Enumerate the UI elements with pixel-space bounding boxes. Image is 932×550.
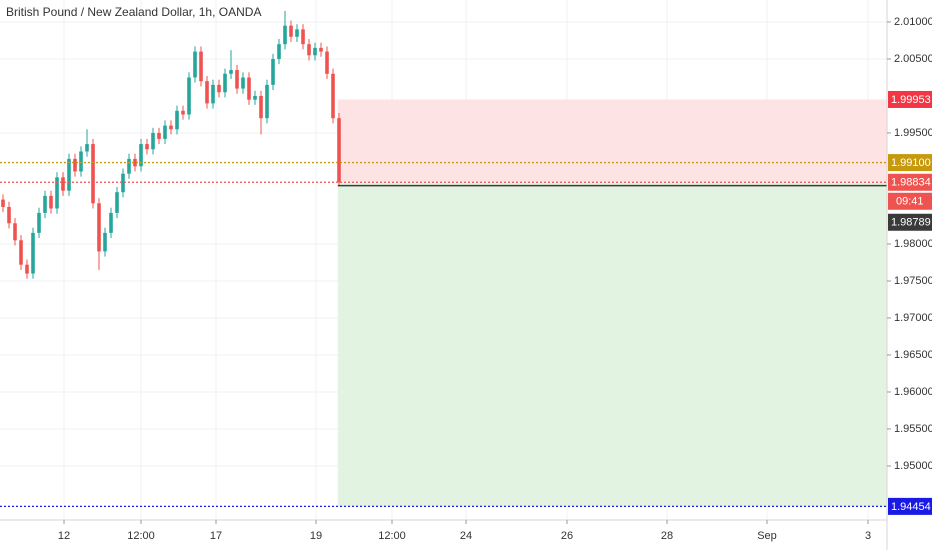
candle-body xyxy=(301,29,305,45)
candle-body xyxy=(307,44,311,56)
price-badge xyxy=(888,90,932,108)
candle-body xyxy=(91,144,95,204)
chart-title: British Pound / New Zealand Dollar, 1h, … xyxy=(6,5,261,19)
candle-body xyxy=(259,95,263,119)
candle-body xyxy=(1,199,5,207)
y-tick-label: 1.95000 xyxy=(894,460,932,472)
price-lines xyxy=(0,161,887,508)
candle-body xyxy=(241,77,245,89)
candle-body xyxy=(295,29,299,37)
y-tick-label: 1.96000 xyxy=(894,386,932,398)
x-tick-label: 12:00 xyxy=(378,530,406,542)
candle-body xyxy=(253,95,257,100)
candle-body xyxy=(199,51,203,82)
candle-body xyxy=(163,125,167,139)
y-tick-label: 2.00500 xyxy=(894,53,932,65)
candle-body xyxy=(49,195,53,209)
price-badge-label: 1.94454 xyxy=(891,501,931,513)
candle-body xyxy=(271,58,275,85)
candle-body xyxy=(337,118,341,183)
y-tick-label: 1.97500 xyxy=(894,275,932,287)
candle-body xyxy=(217,84,221,93)
candle-body xyxy=(55,177,59,209)
candle-body xyxy=(265,84,269,119)
x-tick-label: 24 xyxy=(460,530,472,542)
candle-body xyxy=(229,70,233,74)
candle-body xyxy=(235,70,239,89)
price-badges: 1.99953 1.99100 1.98834 09:41 1.98789 1.94454 xyxy=(888,90,932,515)
candle-body xyxy=(103,232,107,252)
x-tick-label: Sep xyxy=(757,530,777,542)
candle-body xyxy=(43,195,47,213)
x-tick-label: 26 xyxy=(561,530,573,542)
candle-body xyxy=(31,232,35,274)
time-axis xyxy=(0,520,887,550)
x-tick-label: 28 xyxy=(661,530,673,542)
x-tick-label: 17 xyxy=(210,530,222,542)
candle-body xyxy=(169,125,173,130)
price-badge xyxy=(888,173,932,191)
candle-body xyxy=(25,264,29,274)
candle-body xyxy=(325,51,329,74)
candle-body xyxy=(319,47,323,52)
candle-body xyxy=(139,144,143,167)
candles xyxy=(1,10,341,279)
candle-body xyxy=(127,158,131,174)
candle-body xyxy=(283,25,287,45)
candle-body xyxy=(223,73,227,93)
price-badge-label: 1.99100 xyxy=(891,157,931,169)
stop-zone xyxy=(337,99,887,183)
candle-body xyxy=(247,77,251,100)
candle-body xyxy=(157,132,161,139)
candle-body xyxy=(187,77,191,115)
candle-body xyxy=(109,212,113,233)
price-badge xyxy=(888,497,932,515)
x-tick-label: 12 xyxy=(58,530,70,542)
candle-body xyxy=(331,73,335,119)
candle-body xyxy=(97,203,101,252)
candle-body xyxy=(133,158,137,167)
price-badge xyxy=(888,213,932,231)
candle-body xyxy=(115,192,119,213)
candle-body xyxy=(289,25,293,37)
x-tick-label: 12:00 xyxy=(127,530,155,542)
candle-body xyxy=(175,110,179,130)
candle-body xyxy=(7,206,11,224)
target-zone xyxy=(337,182,887,507)
y-tick-label: 1.99500 xyxy=(894,127,932,139)
candle-body xyxy=(37,212,41,233)
price-badge-label: 1.98834 xyxy=(891,177,931,189)
candle-body xyxy=(277,44,281,59)
candle-body xyxy=(61,177,65,191)
axis-labels: 2.01000 2.00500 1.99500 1.98000 1.97500 1.970… xyxy=(58,16,932,542)
candle-body xyxy=(193,51,197,78)
countdown-label: 09:41 xyxy=(896,196,924,208)
candle-body xyxy=(145,144,149,150)
candle-body xyxy=(313,47,317,56)
y-tick-label: 2.01000 xyxy=(894,16,932,28)
candle-body xyxy=(211,84,215,104)
y-tick-label: 1.96500 xyxy=(894,349,932,361)
candle-body xyxy=(205,81,209,104)
countdown-badge xyxy=(888,192,932,210)
position-tool xyxy=(337,99,887,507)
price-badge xyxy=(888,154,932,172)
y-tick-label: 1.95500 xyxy=(894,423,932,435)
price-badge-label: 1.99953 xyxy=(891,94,931,106)
y-tick-label: 1.97000 xyxy=(894,312,932,324)
y-tick-label: 1.98000 xyxy=(894,238,932,250)
candle-body xyxy=(79,151,83,172)
candle-body xyxy=(67,158,71,191)
candle-body xyxy=(19,240,23,265)
candle-body xyxy=(151,132,155,150)
candle-body xyxy=(181,110,185,115)
candle-body xyxy=(13,223,17,241)
candle-body xyxy=(85,144,89,152)
x-tick-label: 3 xyxy=(865,530,871,542)
x-tick-label: 19 xyxy=(310,530,322,542)
price-badge-label: 1.98789 xyxy=(891,217,931,229)
candle-body xyxy=(121,173,125,193)
candle-body xyxy=(73,158,77,172)
